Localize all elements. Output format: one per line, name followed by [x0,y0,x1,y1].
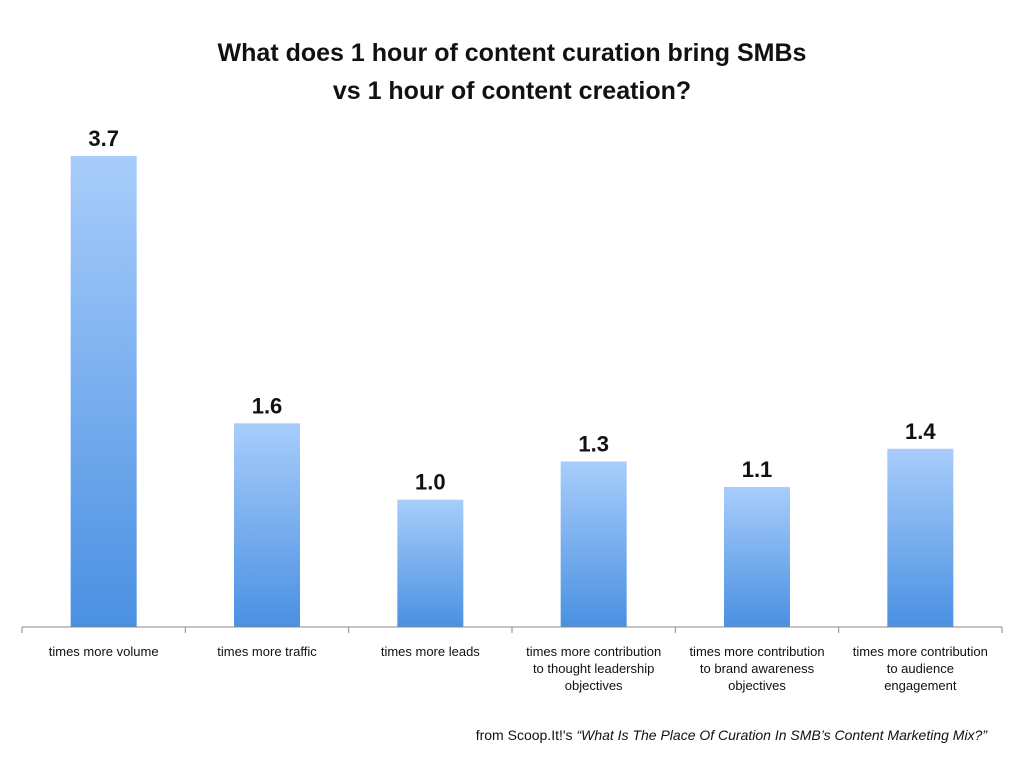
bar-chart: 3.71.61.01.31.11.4 times more volume time… [21,126,1003,693]
category-label: times more traffic [217,644,317,659]
bar-value-label: 3.7 [88,126,119,151]
chart-title: What does 1 hour of content curation bri… [0,34,1024,110]
bar [234,423,300,627]
bars-group: 3.7 1.6 1.0 1.3 1.1 1.4 [70,126,954,627]
bar-value-label: 1.3 [578,432,609,457]
bar [397,499,464,627]
chart-title-line-2: vs 1 hour of content creation? [332,77,692,105]
category-labels: times more volume times more traffic times… [49,644,988,693]
x-axis-ticks [21,627,1003,633]
bar [70,156,137,627]
bar-value-label: 1.1 [742,457,773,482]
source-title: “What Is The Place Of Curation In SMB’s … [576,727,987,743]
bar [724,486,790,627]
chart-title-line-1: What does 1 hour of content curation bri… [217,39,807,67]
bar-value-label: 1.0 [415,470,446,495]
category-label: times more leads [381,644,480,659]
bar [560,461,627,627]
bar [887,448,954,627]
category-label: times more contribution to audience engage… [853,644,988,693]
category-label: times more contribution to thought leader… [526,644,661,693]
source-prefix: from Scoop.It!'s [475,727,577,743]
category-label: times more volume [49,644,159,659]
source-note: from Scoop.It!'s “What Is The Place Of C… [476,727,987,743]
bar-value-label: 1.6 [252,393,283,418]
category-label: times more contribution to brand awarenes… [689,644,824,693]
bar-value-label: 1.4 [905,419,936,444]
